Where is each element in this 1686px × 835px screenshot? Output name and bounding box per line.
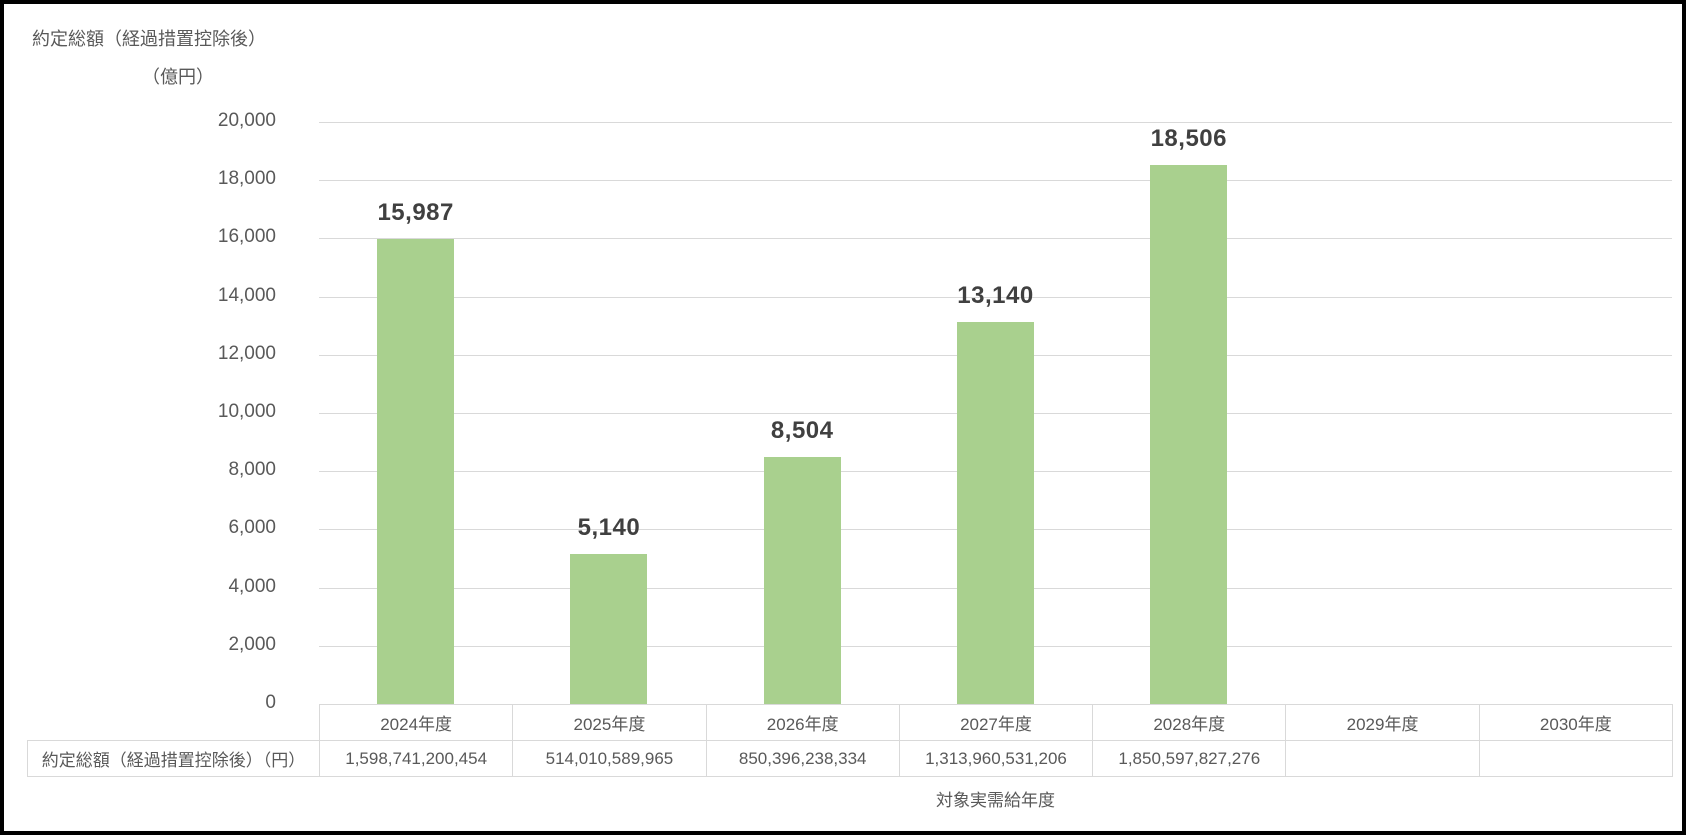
bar-value-label: 8,504: [770, 416, 834, 444]
gridline: [319, 122, 1672, 123]
y-axis-tick-label: 8,000: [228, 459, 276, 481]
y-axis-tick-label: 16,000: [217, 226, 276, 248]
y-axis-tick-label: 0: [265, 692, 276, 713]
bar-2028年度: [1150, 165, 1228, 704]
table-value-cell: 1,850,597,827,276: [1092, 740, 1287, 777]
table-value-cell: 850,396,238,334: [705, 740, 900, 777]
y-axis-tick-label: 14,000: [217, 284, 276, 306]
gridline: [319, 238, 1672, 240]
table-corner-blank: [28, 705, 320, 741]
y-axis-tick-label: 20,000: [217, 110, 276, 131]
y-axis-tick-label: 10,000: [217, 401, 276, 422]
bar-value-label: 15,987: [377, 198, 454, 226]
bar-2026年度: [763, 456, 841, 704]
table-row-header: 約定総額（経過措置控除後）（円）: [27, 740, 320, 777]
y-axis-tick-label: 6,000: [228, 517, 276, 539]
table-value-cell: 514,010,589,965: [512, 740, 707, 777]
x-axis-category-cell: 2028年度: [1092, 704, 1287, 741]
y-axis-title-line1: 約定総額（経過措置控除後）: [32, 29, 266, 49]
x-axis-category-cell: 2027年度: [898, 704, 1094, 741]
x-axis-category-cell: 2025年度: [512, 704, 707, 741]
bar-value-label: 13,140: [957, 281, 1034, 309]
plot-area: 15,987 5,140 8,504 13,140 18,506: [319, 122, 1672, 704]
y-axis-tick-label: 18,000: [217, 168, 276, 190]
table-value-cell: 1,313,960,531,206: [898, 740, 1094, 777]
x-axis-category-cell: 2030年度: [1478, 704, 1673, 741]
y-axis-title-line2: （億円）: [142, 67, 214, 87]
y-axis-tick-label: 4,000: [228, 575, 276, 597]
table-value-cell: 1,598,741,200,454: [318, 740, 514, 777]
x-axis-title: 対象実需給年度: [936, 791, 1055, 810]
table-value-cell: [1285, 740, 1480, 777]
bar-2025年度: [570, 554, 648, 704]
bar-2027年度: [957, 321, 1034, 704]
x-axis-category-cell: 2029年度: [1285, 704, 1480, 741]
data-table: 2024年度 2025年度 2026年度 2027年度 2028年度 2029年度 2030…: [27, 704, 1673, 777]
gridline: [319, 180, 1672, 182]
bar-value-label: 5,140: [577, 514, 641, 542]
bar-value-label: 18,506: [1150, 125, 1227, 153]
table-value-cell: [1478, 740, 1673, 777]
bar-2024年度: [377, 238, 455, 704]
y-axis-title: 約定総額（経過措置控除後） （億円）: [32, 20, 324, 96]
y-axis-tick-label: 12,000: [217, 342, 276, 364]
gridline: [319, 296, 1672, 298]
y-axis-tick-label: 2,000: [228, 633, 276, 655]
x-axis-category-cell: 2026年度: [705, 704, 900, 741]
x-axis-category-cell: 2024年度: [318, 704, 514, 741]
